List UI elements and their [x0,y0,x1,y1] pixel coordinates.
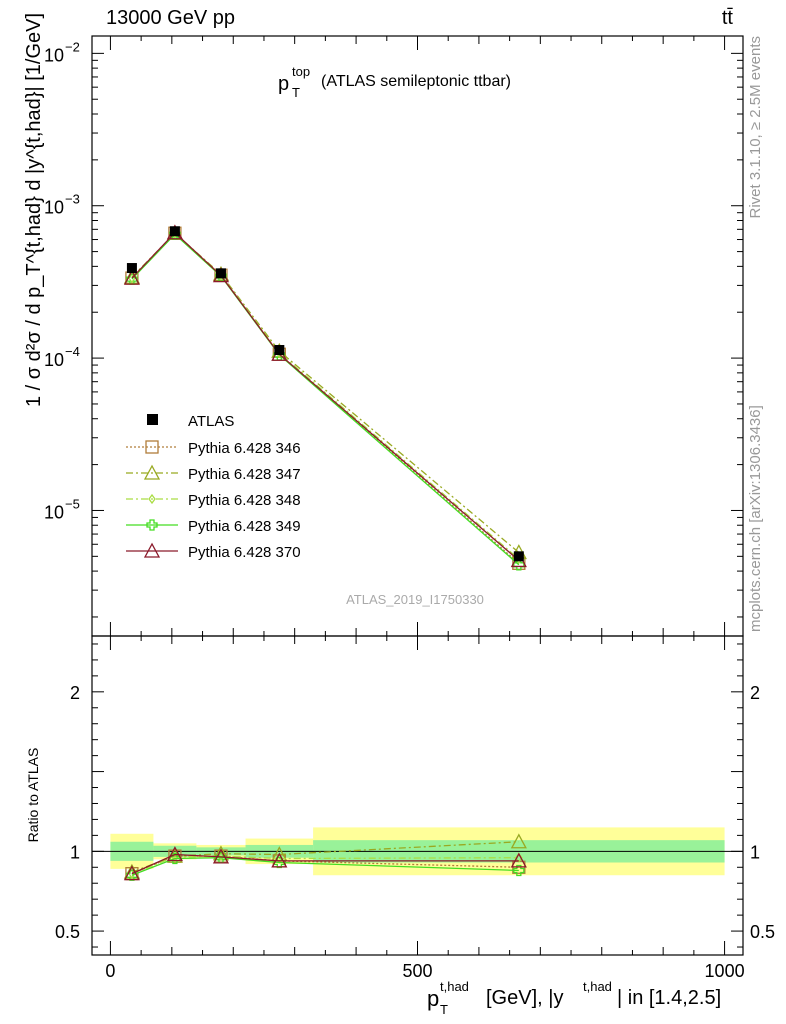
process-label: tt̄ [722,7,734,29]
ratio-y-axis-label: Ratio to ATLAS [25,748,41,843]
xlabel-text: [GeV], |y [486,987,563,1009]
main-y-tick-label-0: 10 [44,502,64,522]
legend-label-3: Pythia 6.428 349 [188,518,301,535]
title-superscript: top [292,64,310,79]
ratio-y-tick-label-right-1: 1 [750,842,760,862]
main-y-tick-exp-0: −5 [65,496,80,511]
main-series-line-3 [131,233,520,566]
ratio-y-tick-label-left-2: 2 [70,683,80,703]
xlabel-symbol: p [427,986,439,1011]
title-description: (ATLAS semileptonic ttbar) [321,73,511,90]
ratio-y-tick-label-left-0: 0.5 [55,922,80,942]
main-plot-title: p top T (ATLAS semileptonic ttbar) [278,64,511,100]
main-y-tick-exp-1: −4 [65,344,80,359]
xlabel-superscript-2: t,had [583,979,612,994]
atlas-data-point-0 [126,263,137,274]
legend-marker-2 [148,493,156,505]
x-ticks: 0 500 1000 [105,36,745,981]
xlabel-range: | in [1.4,2.5] [617,987,721,1009]
main-y-ticks: 10−510−410−310−2 [44,39,743,618]
main-y-axis-label: 1 / σ d²σ / d p_T^{t,had} d |y^{t,had}| … [23,13,45,407]
atlas-data-point-4 [513,551,524,562]
main-y-tick-exp-2: −3 [65,192,80,207]
ratio-series-4-point-4 [510,852,527,868]
legend-label-4: Pythia 6.428 370 [188,544,301,561]
collision-energy-label: 13000 GeV pp [106,7,235,29]
x-tick-label-1: 500 [402,961,432,981]
ratio-panel-series [123,833,527,881]
legend-label-0: Pythia 6.428 346 [188,440,301,457]
main-series-line-4 [131,231,520,561]
xlabel-superscript: t,had [440,979,469,994]
atlas-data-point-1 [169,226,180,237]
legend-label-2: Pythia 6.428 348 [188,492,301,509]
x-tick-label-0: 0 [105,961,115,981]
legend-label-1: Pythia 6.428 347 [188,466,301,483]
ratio-y-tick-label-right-0: 0.5 [750,922,775,942]
legend-marker-4 [143,542,161,558]
main-y-tick-label-3: 10 [44,45,64,65]
main-y-tick-label-1: 10 [44,350,64,370]
ratio-y-ticks: 0.5 0.5 1 1 2 2 [55,643,775,948]
ratio-series-4-point-2 [212,848,230,864]
ratio-series-3-point-4 [513,864,525,877]
atlas-data-point-3 [274,345,285,356]
rivet-version-label: Rivet 3.1.10, ≥ 2.5M events [747,36,764,219]
legend-marker-3 [146,519,158,531]
ratio-uncertainty-bands [92,827,743,876]
x-tick-label-2: 1000 [705,961,745,981]
ratio-panel-border [91,635,744,956]
main-series-4-point-0 [123,269,141,285]
xlabel-subscript: T [440,1002,448,1017]
ratio-y-tick-label-right-2: 2 [750,683,760,703]
ratio-series-line-2 [131,855,519,875]
atlas-data-markers [126,226,524,562]
ratio-series-4-point-3 [271,852,288,868]
title-main-symbol: p [278,73,289,95]
legend-atlas-label: ATLAS [188,413,234,430]
ratio-series-line-3 [131,857,519,876]
ratio-panel-frame [91,635,744,956]
ratio-series-4-point-1 [166,846,183,862]
main-y-tick-label-2: 10 [44,198,64,218]
legend-atlas-marker [147,414,158,425]
legend: ATLAS Pythia 6.428 346 Pythia 6.428 347 Pyt… [126,413,301,561]
ratio-series-1-point-4 [510,833,527,849]
main-y-tick-exp-3: −2 [65,39,80,54]
mcplots-label: mcplots.cern.ch [arXiv:1306.3436] [747,405,764,632]
ratio-series-line-4 [131,853,519,875]
ratio-series-4-point-0 [123,865,141,881]
ratio-y-tick-label-left-1: 1 [70,842,80,862]
x-axis-label: p t,had T [GeV], |y t,had | in [1.4,2.5] [427,979,721,1017]
main-panel-series [123,224,527,571]
atlas-data-point-2 [215,268,226,279]
title-subscript: T [292,85,300,100]
legend-marker-0 [145,440,159,454]
analysis-id-label: ATLAS_2019_I1750330 [346,592,484,607]
legend-marker-1 [143,464,161,480]
